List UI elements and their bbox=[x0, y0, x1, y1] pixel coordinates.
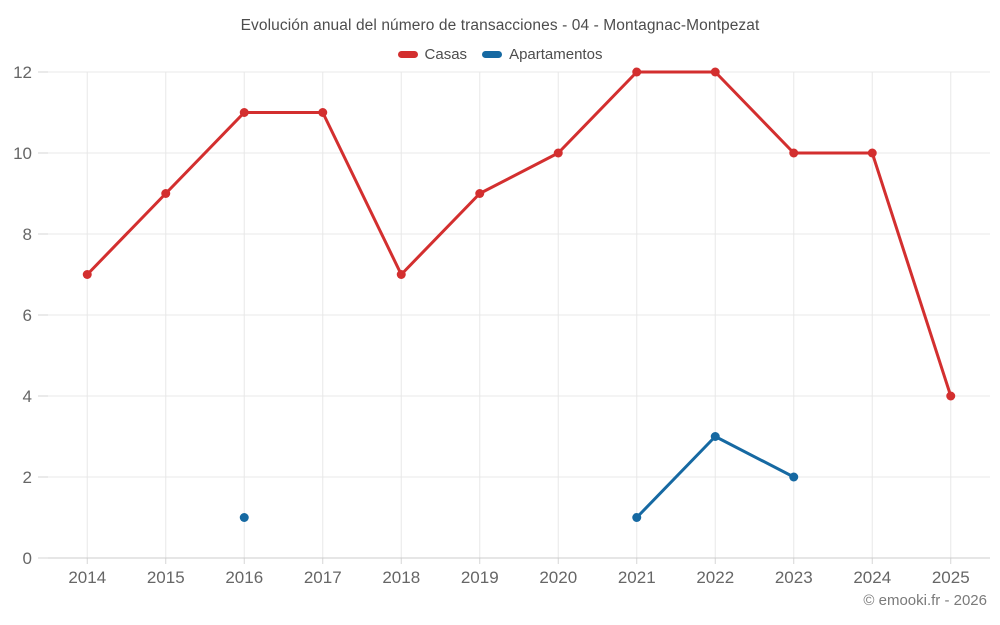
y-tick-label: 2 bbox=[23, 468, 32, 487]
data-point-casas-2016[interactable] bbox=[239, 108, 249, 117]
x-tick-label: 2016 bbox=[225, 568, 263, 587]
data-point-apartamentos-2016[interactable] bbox=[239, 513, 249, 522]
data-point-apartamentos-2021[interactable] bbox=[632, 513, 642, 522]
x-tick-label: 2023 bbox=[775, 568, 813, 587]
data-point-apartamentos-2022[interactable] bbox=[710, 432, 720, 441]
legend-item-casas[interactable]: Casas bbox=[397, 46, 468, 63]
x-tick-label: 2024 bbox=[853, 568, 891, 587]
y-tick-label: 0 bbox=[23, 549, 32, 568]
x-tick-label: 2019 bbox=[461, 568, 499, 587]
y-tick-label: 6 bbox=[23, 306, 32, 325]
legend-label-casas: Casas bbox=[424, 46, 468, 63]
series-line-casas bbox=[85, 70, 953, 398]
x-tick-label: 2018 bbox=[382, 568, 420, 587]
y-tick-label: 8 bbox=[23, 225, 32, 244]
y-tick-label: 10 bbox=[13, 144, 32, 163]
x-tick-label: 2025 bbox=[932, 568, 970, 587]
legend-swatch-apartamentos-icon bbox=[482, 51, 503, 58]
copyright-footer: © emooki.fr - 2026 bbox=[863, 592, 987, 609]
data-point-casas-2017[interactable] bbox=[318, 108, 328, 117]
legend-label-apartamentos: Apartamentos bbox=[509, 46, 603, 63]
data-point-casas-2025[interactable] bbox=[946, 391, 956, 401]
legend-item-apartamentos[interactable]: Apartamentos bbox=[482, 46, 602, 63]
data-point-casas-2020[interactable] bbox=[553, 148, 563, 158]
data-point-casas-2018[interactable] bbox=[396, 270, 406, 279]
x-tick-label: 2022 bbox=[696, 568, 734, 587]
y-tick-label: 4 bbox=[23, 387, 32, 406]
x-tick-label: 2021 bbox=[618, 568, 656, 587]
chart-title: Evolución anual del número de transaccio… bbox=[240, 17, 760, 34]
data-point-casas-2019[interactable] bbox=[475, 189, 485, 198]
data-point-casas-2021[interactable] bbox=[632, 67, 642, 77]
data-point-apartamentos-2023[interactable] bbox=[789, 472, 799, 482]
data-point-casas-2015[interactable] bbox=[161, 189, 171, 198]
data-point-casas-2023[interactable] bbox=[789, 148, 799, 158]
legend-swatch-casas-icon bbox=[397, 51, 418, 58]
x-tick-label: 2015 bbox=[147, 568, 185, 587]
data-point-casas-2024[interactable] bbox=[867, 148, 877, 158]
y-tick-label: 12 bbox=[13, 63, 32, 82]
x-tick-label: 2020 bbox=[539, 568, 577, 587]
data-point-casas-2022[interactable] bbox=[710, 67, 720, 77]
data-point-casas-2014[interactable] bbox=[82, 270, 92, 279]
legend: Casas Apartamentos bbox=[0, 46, 1000, 63]
x-tick-label: 2017 bbox=[304, 568, 342, 587]
x-tick-label: 2014 bbox=[68, 568, 106, 587]
